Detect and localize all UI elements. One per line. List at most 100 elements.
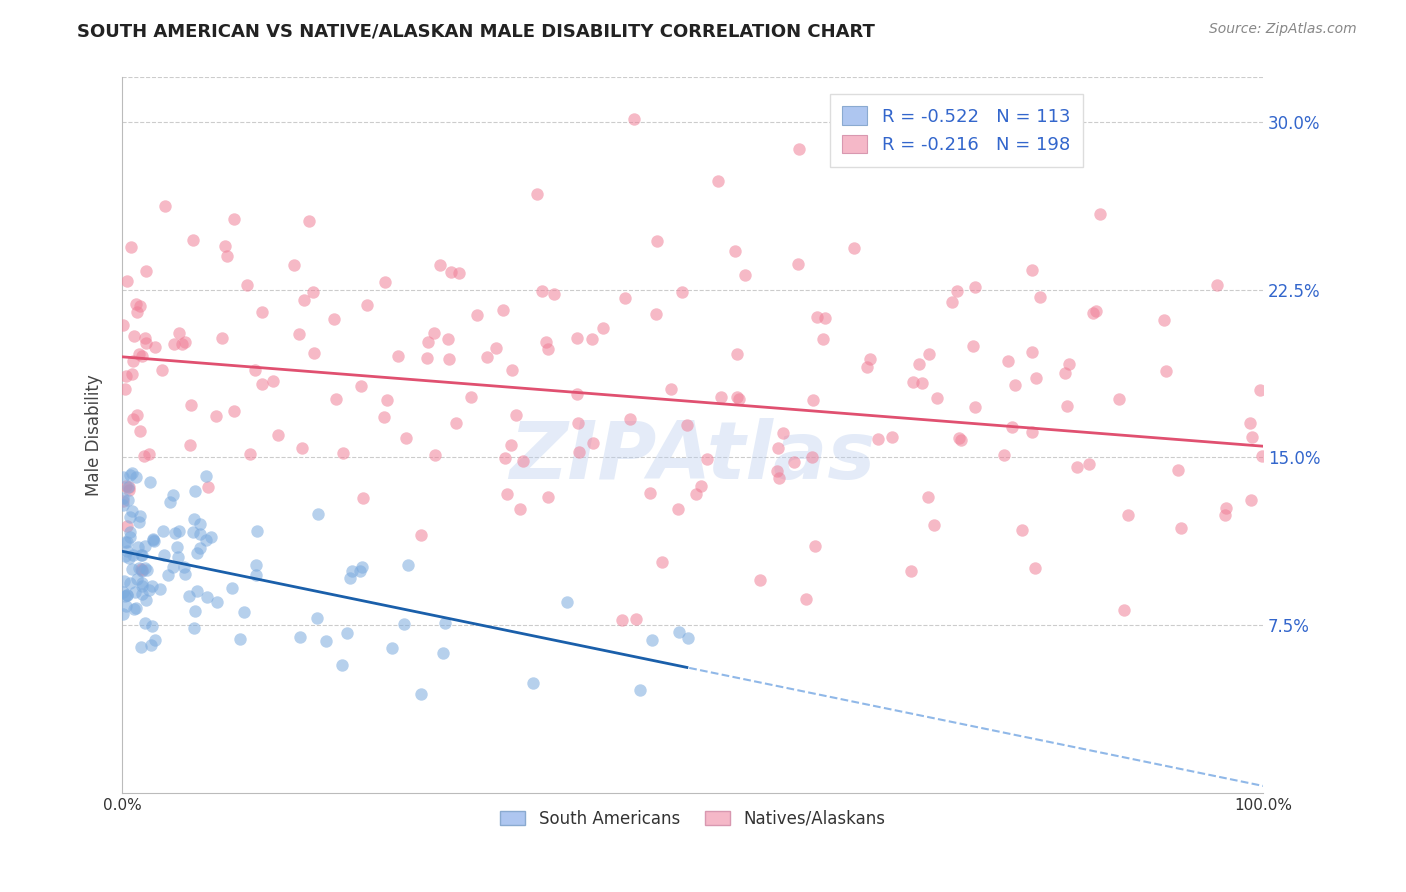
Point [350,379,373,393]
Point [143,533,166,548]
Point [181,525,204,540]
Point [678,632,700,646]
Point [149,582,172,597]
Point [197,480,219,494]
Point [537,343,560,357]
Point [1108,392,1130,407]
Point [1024,561,1046,575]
Point [165,525,187,540]
Point [188,541,211,556]
Point [582,436,605,450]
Point [512,454,534,468]
Point [900,565,922,579]
Point [499,438,522,452]
Point [373,410,395,425]
Point [734,268,756,282]
Point [236,278,259,293]
Point [1170,521,1192,535]
Point [134,539,156,553]
Point [229,632,252,646]
Legend: South Americans, Natives/Alaskans: South Americans, Natives/Alaskans [494,803,891,834]
Point [127,540,149,554]
Point [922,518,945,533]
Point [374,275,396,289]
Point [250,376,273,391]
Point [121,240,143,254]
Point [112,607,135,622]
Point [437,352,460,367]
Point [250,305,273,319]
Point [200,530,222,544]
Point [114,549,136,563]
Point [128,561,150,575]
Point [997,353,1019,368]
Point [129,548,152,562]
Point [167,550,190,565]
Point [325,392,347,406]
Point [239,447,262,461]
Point [1240,492,1263,507]
Point [543,287,565,301]
Point [166,540,188,554]
Point [162,560,184,574]
Point [114,369,136,384]
Point [291,441,314,455]
Point [131,350,153,364]
Point [112,585,135,599]
Point [221,581,243,595]
Point [1029,290,1052,304]
Y-axis label: Male Disability: Male Disability [86,374,103,496]
Point [1001,420,1024,434]
Point [128,347,150,361]
Point [115,534,138,549]
Point [114,382,136,396]
Point [115,274,138,288]
Point [526,186,548,201]
Point [222,211,245,226]
Point [152,524,174,538]
Point [332,657,354,672]
Point [993,448,1015,462]
Point [946,284,969,298]
Point [342,564,364,578]
Point [1167,463,1189,477]
Point [492,302,515,317]
Point [429,258,451,272]
Point [159,495,181,509]
Point [135,336,157,351]
Point [772,426,794,441]
Point [215,249,238,263]
Point [120,467,142,482]
Point [267,428,290,442]
Point [205,409,228,423]
Point [352,491,374,506]
Point [128,515,150,529]
Point [304,345,326,359]
Point [167,524,190,538]
Point [645,235,668,249]
Point [917,347,939,361]
Point [114,534,136,549]
Point [783,455,806,469]
Point [1066,459,1088,474]
Point [135,593,157,607]
Point [638,485,661,500]
Point [195,590,218,604]
Point [142,533,165,547]
Point [143,632,166,647]
Point [856,360,879,375]
Point [387,349,409,363]
Point [114,599,136,614]
Point [245,568,267,582]
Point [142,533,165,548]
Point [950,433,973,447]
Point [305,611,328,625]
Point [1153,313,1175,327]
Point [117,480,139,494]
Point [117,493,139,508]
Point [725,390,748,404]
Point [965,400,987,414]
Point [1240,430,1263,444]
Point [292,293,315,307]
Point [211,330,233,344]
